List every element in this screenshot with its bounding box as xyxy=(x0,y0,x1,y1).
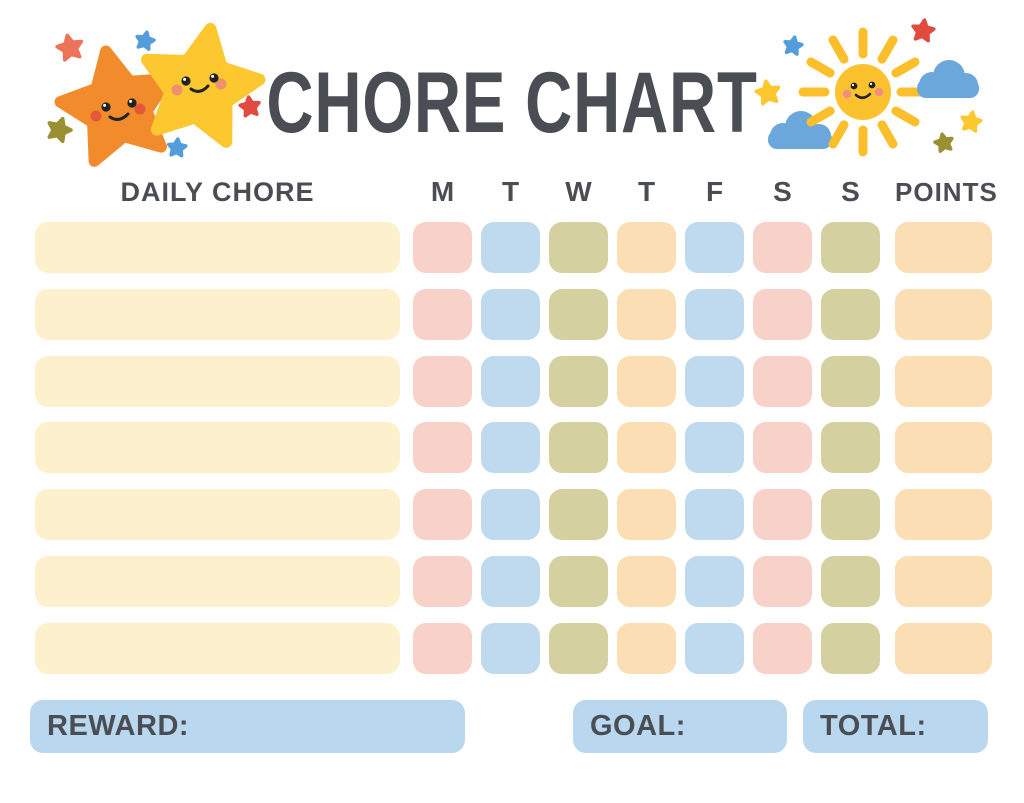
day-cell-row7-day5[interactable] xyxy=(685,623,744,674)
day-cell-row7-day6[interactable] xyxy=(753,623,812,674)
chore-name-cell-row7[interactable] xyxy=(35,623,400,674)
day-header-4: T xyxy=(637,176,656,207)
day-header-2: T xyxy=(501,176,520,207)
day-cell-row3-day7[interactable] xyxy=(821,356,880,407)
chore-name-cell-row5[interactable] xyxy=(35,489,400,540)
orange-star-face xyxy=(90,98,146,122)
day-cell-row1-day3[interactable] xyxy=(549,222,608,273)
small-blue-star-icon xyxy=(783,35,804,56)
day-cell-row6-day2[interactable] xyxy=(481,556,540,607)
day-cell-row6-day5[interactable] xyxy=(685,556,744,607)
day-cell-row4-day6[interactable] xyxy=(753,422,812,473)
small-yellow-star-icon xyxy=(754,79,781,106)
sun-face xyxy=(842,81,884,100)
day-cell-row3-day2[interactable] xyxy=(481,356,540,407)
points-cell-row5[interactable] xyxy=(895,489,992,540)
day-cell-row2-day2[interactable] xyxy=(481,289,540,340)
day-cell-row4-day7[interactable] xyxy=(821,422,880,473)
day-cell-row3-day4[interactable] xyxy=(617,356,676,407)
points-cell-row7[interactable] xyxy=(895,623,992,674)
day-cell-row6-day4[interactable] xyxy=(617,556,676,607)
reward-box[interactable]: REWARD: xyxy=(30,700,465,753)
day-header-5: F xyxy=(705,176,724,207)
small-coral-star-icon xyxy=(55,33,84,62)
daily-chore-header: DAILY CHORE xyxy=(120,177,315,207)
day-cell-row7-day1[interactable] xyxy=(413,623,472,674)
day-header-1: M xyxy=(430,176,455,207)
day-cell-row5-day1[interactable] xyxy=(413,489,472,540)
sun-rays-icon xyxy=(798,27,928,157)
day-cell-row1-day7[interactable] xyxy=(821,222,880,273)
points-header: POINTS xyxy=(895,177,998,207)
points-cell-row2[interactable] xyxy=(895,289,992,340)
page-title: CHORE CHART xyxy=(266,55,758,151)
day-cell-row7-day7[interactable] xyxy=(821,623,880,674)
day-cell-row2-day3[interactable] xyxy=(549,289,608,340)
day-cell-row7-day3[interactable] xyxy=(549,623,608,674)
day-cell-row1-day1[interactable] xyxy=(413,222,472,273)
points-cell-row3[interactable] xyxy=(895,356,992,407)
goal-label: GOAL: xyxy=(590,710,686,742)
day-cell-row4-day1[interactable] xyxy=(413,422,472,473)
day-cell-row5-day5[interactable] xyxy=(685,489,744,540)
yellow-star-face xyxy=(171,73,227,96)
day-cell-row6-day3[interactable] xyxy=(549,556,608,607)
total-box[interactable]: TOTAL: xyxy=(803,700,988,753)
chore-name-cell-row3[interactable] xyxy=(35,356,400,407)
day-cell-row4-day5[interactable] xyxy=(685,422,744,473)
day-cell-row1-day4[interactable] xyxy=(617,222,676,273)
day-cell-row4-day2[interactable] xyxy=(481,422,540,473)
day-cell-row6-day1[interactable] xyxy=(413,556,472,607)
goal-box[interactable]: GOAL: xyxy=(573,700,787,753)
small-yellow-star-icon xyxy=(960,110,983,133)
day-cell-row7-day2[interactable] xyxy=(481,623,540,674)
points-cell-row4[interactable] xyxy=(895,422,992,473)
small-blue-star-icon xyxy=(135,30,156,51)
points-cell-row1[interactable] xyxy=(895,222,992,273)
small-blue-star-icon xyxy=(166,137,188,158)
small-olive-star-icon xyxy=(47,116,73,144)
day-cell-row3-day3[interactable] xyxy=(549,356,608,407)
day-cell-row5-day2[interactable] xyxy=(481,489,540,540)
day-cell-row5-day7[interactable] xyxy=(821,489,880,540)
day-cell-row2-day4[interactable] xyxy=(617,289,676,340)
small-olive-star-icon xyxy=(933,132,954,153)
points-cell-row6[interactable] xyxy=(895,556,992,607)
day-cell-row2-day1[interactable] xyxy=(413,289,472,340)
day-header-6: S xyxy=(773,176,792,207)
day-cell-row1-day6[interactable] xyxy=(753,222,812,273)
chore-name-cell-row4[interactable] xyxy=(35,422,400,473)
day-cell-row1-day2[interactable] xyxy=(481,222,540,273)
day-header-7: S xyxy=(841,176,860,207)
day-cell-row3-day1[interactable] xyxy=(413,356,472,407)
day-cell-row5-day6[interactable] xyxy=(753,489,812,540)
day-cell-row5-day4[interactable] xyxy=(617,489,676,540)
day-header-3: W xyxy=(565,176,592,207)
sun-clouds-icon xyxy=(754,18,983,157)
two-stars-icon xyxy=(47,22,266,167)
day-cell-row2-day7[interactable] xyxy=(821,289,880,340)
total-label: TOTAL: xyxy=(820,710,927,742)
small-red-star-icon xyxy=(911,18,936,43)
chore-name-cell-row1[interactable] xyxy=(35,222,400,273)
day-cell-row5-day3[interactable] xyxy=(549,489,608,540)
chore-name-cell-row2[interactable] xyxy=(35,289,400,340)
yellow-star-icon xyxy=(141,22,266,148)
day-cell-row7-day4[interactable] xyxy=(617,623,676,674)
day-cell-row2-day5[interactable] xyxy=(685,289,744,340)
day-cell-row4-day4[interactable] xyxy=(617,422,676,473)
day-cell-row1-day5[interactable] xyxy=(685,222,744,273)
small-red-star-icon xyxy=(238,95,261,118)
day-cell-row3-day5[interactable] xyxy=(685,356,744,407)
cloud-front-icon xyxy=(917,60,979,98)
day-cell-row3-day6[interactable] xyxy=(753,356,812,407)
sun-icon xyxy=(835,64,891,120)
day-cell-row6-day7[interactable] xyxy=(821,556,880,607)
day-cell-row6-day6[interactable] xyxy=(753,556,812,607)
chore-name-cell-row6[interactable] xyxy=(35,556,400,607)
reward-label: REWARD: xyxy=(47,710,190,742)
day-cell-row2-day6[interactable] xyxy=(753,289,812,340)
day-cell-row4-day3[interactable] xyxy=(549,422,608,473)
